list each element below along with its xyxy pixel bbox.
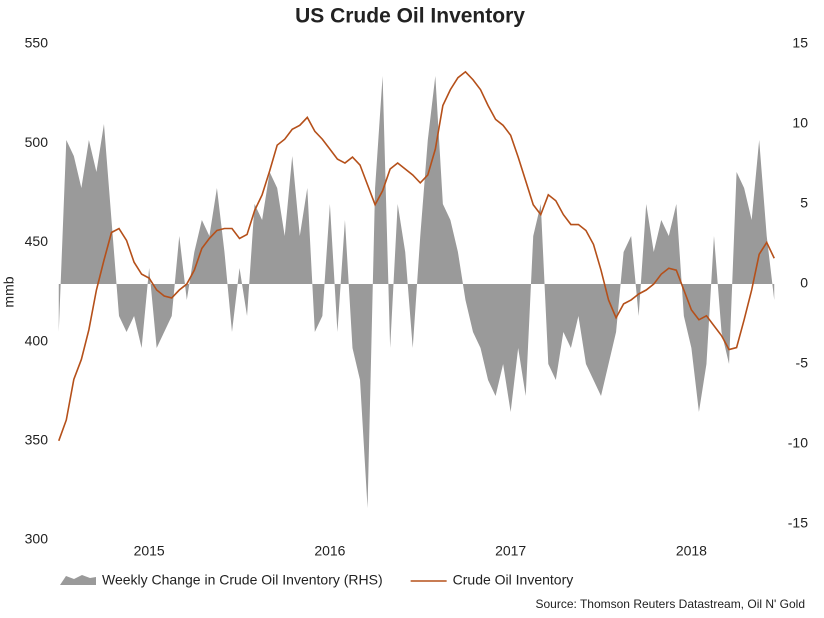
y-axis-label: mmb: [1, 276, 17, 307]
legend-label: Weekly Change in Crude Oil Inventory (RH…: [102, 572, 383, 588]
y-tick-label: 350: [25, 432, 49, 448]
y2-tick-label: -10: [788, 435, 808, 451]
y2-tick-label: 15: [792, 35, 808, 51]
x-tick-label: 2016: [314, 543, 345, 559]
line: [58, 70, 775, 442]
y2-tick-label: 0: [800, 275, 808, 291]
legend-label: Crude Oil Inventory: [453, 572, 574, 588]
y-tick-label: 500: [25, 134, 49, 150]
chart-title: US Crude Oil Inventory: [295, 5, 525, 28]
y-tick-label: 300: [25, 531, 49, 547]
y-tick-label: 450: [25, 233, 49, 249]
x-tick-label: 2018: [676, 543, 707, 559]
y2-tick-label: 10: [792, 115, 808, 131]
y-tick-label: 550: [25, 35, 49, 51]
x-tick-label: 2015: [134, 543, 165, 559]
y2-tick-label: -15: [788, 515, 808, 531]
legend-swatch: [60, 575, 96, 585]
y2-tick-label: 5: [800, 195, 808, 211]
source: Source: Thomson Reuters Datastream, Oil …: [535, 597, 805, 611]
x-tick-label: 2017: [495, 543, 526, 559]
area: [58, 76, 775, 508]
y-tick-label: 400: [25, 332, 49, 348]
y2-tick-label: -5: [796, 355, 809, 371]
